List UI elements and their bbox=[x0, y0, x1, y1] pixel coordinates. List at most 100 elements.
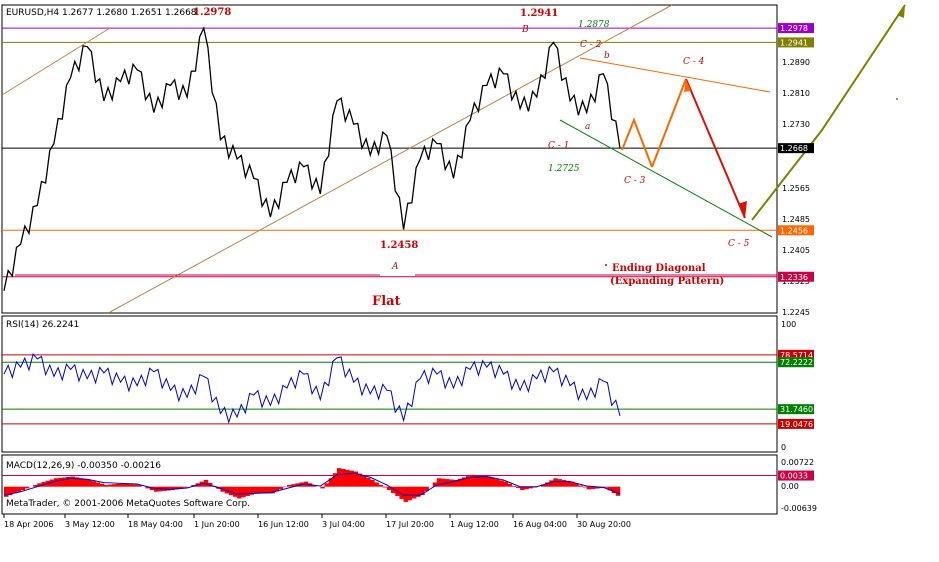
macd-histogram-bar bbox=[16, 486, 21, 492]
macd-histogram-bar bbox=[166, 486, 171, 491]
macd-histogram-bar bbox=[386, 486, 392, 491]
macd-histogram-bar bbox=[332, 473, 338, 487]
macd-histogram-bar bbox=[174, 486, 180, 490]
macd-histogram-bar bbox=[66, 476, 71, 487]
annotation-wave-b: B bbox=[521, 25, 529, 35]
macd-histogram-bar bbox=[615, 486, 621, 496]
macd-histogram-bar bbox=[33, 485, 38, 487]
macd-histogram-bar bbox=[503, 481, 508, 487]
macd-histogram-bar bbox=[153, 486, 159, 492]
macd-label: MACD(12,26,9) -0.00350 -0.00216 bbox=[6, 461, 161, 471]
macd-histogram-bar bbox=[553, 478, 558, 487]
macd-histogram-bar bbox=[70, 476, 76, 487]
macd-histogram-bar bbox=[12, 486, 17, 494]
macd-histogram-bar bbox=[112, 484, 117, 487]
projection-arrow-head bbox=[897, 5, 905, 18]
rsi-level-tag bbox=[778, 404, 814, 415]
macd-level-tag-label: 0.0033 bbox=[780, 472, 808, 481]
macd-histogram-bar bbox=[607, 486, 612, 491]
macd-histogram-bar bbox=[549, 480, 554, 487]
annotation-bullet bbox=[605, 264, 607, 266]
macd-histogram-bar bbox=[357, 473, 363, 487]
macd-histogram-bar bbox=[108, 484, 113, 487]
macd-histogram-bar bbox=[524, 486, 529, 490]
macd-histogram-bar bbox=[253, 486, 259, 494]
price-tick-label: 1.2810 bbox=[782, 89, 810, 98]
wave-c4-arrow bbox=[651, 78, 687, 168]
annotation-wave-c3: C - 3 bbox=[624, 176, 646, 186]
macd-histogram-bar bbox=[511, 485, 517, 487]
annotation-low-a: 1.2458 bbox=[380, 240, 418, 251]
macd-histogram-bar bbox=[545, 482, 550, 487]
macd-histogram-bar bbox=[520, 486, 525, 491]
macd-histogram-bar bbox=[590, 486, 596, 489]
macd-level-tag bbox=[778, 470, 814, 481]
macd-histogram-bar bbox=[58, 477, 63, 487]
rising-trendline bbox=[109, 4, 673, 313]
macd-histogram-bar bbox=[515, 486, 521, 488]
rsi-level-tag bbox=[778, 349, 814, 360]
macd-histogram-bar bbox=[37, 483, 42, 487]
upper-channel-line bbox=[1, 27, 111, 96]
x-tick-label: 3 Jul 04:00 bbox=[322, 520, 365, 529]
diagonal-lower-line bbox=[559, 119, 773, 238]
macd-histogram-bar bbox=[116, 483, 121, 487]
macd-histogram-bar bbox=[561, 479, 567, 487]
price-tick-label: 1.2565 bbox=[782, 184, 810, 193]
macd-histogram-bar bbox=[341, 468, 346, 487]
macd-histogram-bar bbox=[270, 486, 275, 494]
chart-header: EURUSD,H4 1.2677 1.2680 1.2651 1.2668 bbox=[6, 8, 197, 18]
annotation-high-b: 1.2941 bbox=[520, 8, 558, 19]
macd-histogram-bar bbox=[482, 476, 488, 487]
macd-histogram-bar bbox=[424, 486, 429, 491]
macd-histogram-bar bbox=[133, 484, 138, 487]
wave-c5-arrow bbox=[685, 78, 746, 219]
macd-scale-top: 0.00722 bbox=[781, 458, 814, 467]
rsi-level-tag-label: 72.2222 bbox=[780, 358, 813, 367]
price-level-tag bbox=[778, 271, 814, 282]
macd-histogram-bar bbox=[495, 479, 500, 487]
macd-histogram-bar bbox=[95, 482, 101, 487]
macd-histogram-bar bbox=[287, 485, 292, 487]
macd-histogram-bar bbox=[103, 485, 109, 487]
macd-histogram-bar bbox=[295, 483, 300, 487]
macd-histogram-bar bbox=[374, 482, 379, 487]
macd-histogram-bar bbox=[411, 486, 417, 499]
price-level-tag bbox=[778, 225, 814, 236]
macd-histogram-bar bbox=[366, 477, 371, 487]
copyright-text: MetaTrader, © 2001-2006 MetaQuotes Softw… bbox=[6, 499, 250, 509]
rsi-panel-frame bbox=[1, 315, 778, 453]
macd-histogram-bar bbox=[399, 486, 404, 499]
macd-histogram-bar bbox=[120, 483, 126, 487]
rsi-series-line bbox=[3, 353, 621, 424]
macd-histogram-bar bbox=[611, 486, 617, 494]
macd-histogram-bar bbox=[324, 483, 329, 487]
macd-histogram-bar bbox=[4, 486, 9, 497]
macd-histogram-bar bbox=[262, 486, 267, 494]
annotation-wave-b-small: b bbox=[604, 51, 610, 61]
macd-histogram-bar bbox=[20, 486, 26, 491]
macd-histogram-bar bbox=[182, 486, 188, 488]
macd-histogram-bar bbox=[53, 478, 59, 487]
macd-histogram-bar bbox=[449, 479, 454, 487]
macd-histogram-bar bbox=[432, 482, 438, 487]
macd-histogram-bar bbox=[420, 486, 425, 496]
annotation-ending-diagonal: Ending Diagonal bbox=[612, 263, 706, 274]
macd-histogram-bar bbox=[266, 486, 271, 494]
price-tick-label: 1.2730 bbox=[782, 120, 810, 129]
macd-histogram-bar bbox=[274, 486, 280, 492]
macd-histogram-bar bbox=[312, 485, 317, 487]
macd-histogram-bar bbox=[370, 479, 375, 487]
trendlines bbox=[1, 4, 906, 313]
macd-histogram-bar bbox=[578, 485, 583, 487]
macd-histogram-bar bbox=[336, 468, 342, 487]
annotation-wave-c1: C - 1 bbox=[548, 141, 569, 151]
macd-histogram-bar bbox=[124, 483, 130, 487]
annotation-wave-a-small: a bbox=[585, 122, 590, 132]
macd-histogram-bar bbox=[557, 479, 563, 487]
macd-histogram-bar bbox=[128, 484, 134, 487]
macd-histogram-bar bbox=[62, 477, 67, 487]
macd-histogram-bar bbox=[582, 486, 588, 488]
price-level-tag-label: 1.2456 bbox=[780, 226, 808, 235]
marker-dot bbox=[896, 98, 898, 100]
